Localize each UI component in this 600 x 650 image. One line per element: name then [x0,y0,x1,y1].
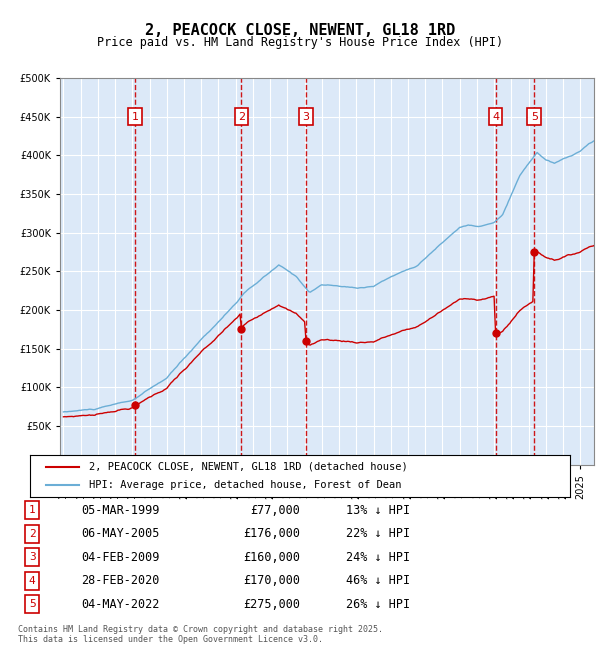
Text: £160,000: £160,000 [243,551,300,564]
Text: £176,000: £176,000 [243,527,300,540]
Text: 28-FEB-2020: 28-FEB-2020 [81,575,160,588]
Text: 24% ↓ HPI: 24% ↓ HPI [346,551,410,564]
Text: 2, PEACOCK CLOSE, NEWENT, GL18 1RD: 2, PEACOCK CLOSE, NEWENT, GL18 1RD [145,23,455,38]
Text: 1: 1 [132,112,139,122]
Text: Price paid vs. HM Land Registry's House Price Index (HPI): Price paid vs. HM Land Registry's House … [97,36,503,49]
Text: 5: 5 [29,599,35,609]
Text: 4: 4 [492,112,499,122]
Text: 5: 5 [531,112,538,122]
Text: 3: 3 [302,112,310,122]
Text: 13% ↓ HPI: 13% ↓ HPI [346,504,410,517]
Text: 2, PEACOCK CLOSE, NEWENT, GL18 1RD (detached house): 2, PEACOCK CLOSE, NEWENT, GL18 1RD (deta… [89,462,408,472]
Text: 06-MAY-2005: 06-MAY-2005 [81,527,160,540]
Text: This data is licensed under the Open Government Licence v3.0.: This data is licensed under the Open Gov… [18,634,323,644]
Text: 2: 2 [238,112,245,122]
Text: Contains HM Land Registry data © Crown copyright and database right 2025.: Contains HM Land Registry data © Crown c… [18,625,383,634]
Text: 26% ↓ HPI: 26% ↓ HPI [346,598,410,611]
Text: 04-MAY-2022: 04-MAY-2022 [81,598,160,611]
Text: 1: 1 [29,506,35,515]
Text: 05-MAR-1999: 05-MAR-1999 [81,504,160,517]
Text: £170,000: £170,000 [243,575,300,588]
Text: HPI: Average price, detached house, Forest of Dean: HPI: Average price, detached house, Fore… [89,480,402,490]
Text: 3: 3 [29,552,35,562]
Text: 4: 4 [29,576,35,586]
Text: £275,000: £275,000 [243,598,300,611]
Text: 22% ↓ HPI: 22% ↓ HPI [346,527,410,540]
Text: 46% ↓ HPI: 46% ↓ HPI [346,575,410,588]
Text: 2: 2 [29,529,35,539]
Text: 04-FEB-2009: 04-FEB-2009 [81,551,160,564]
Text: £77,000: £77,000 [250,504,300,517]
